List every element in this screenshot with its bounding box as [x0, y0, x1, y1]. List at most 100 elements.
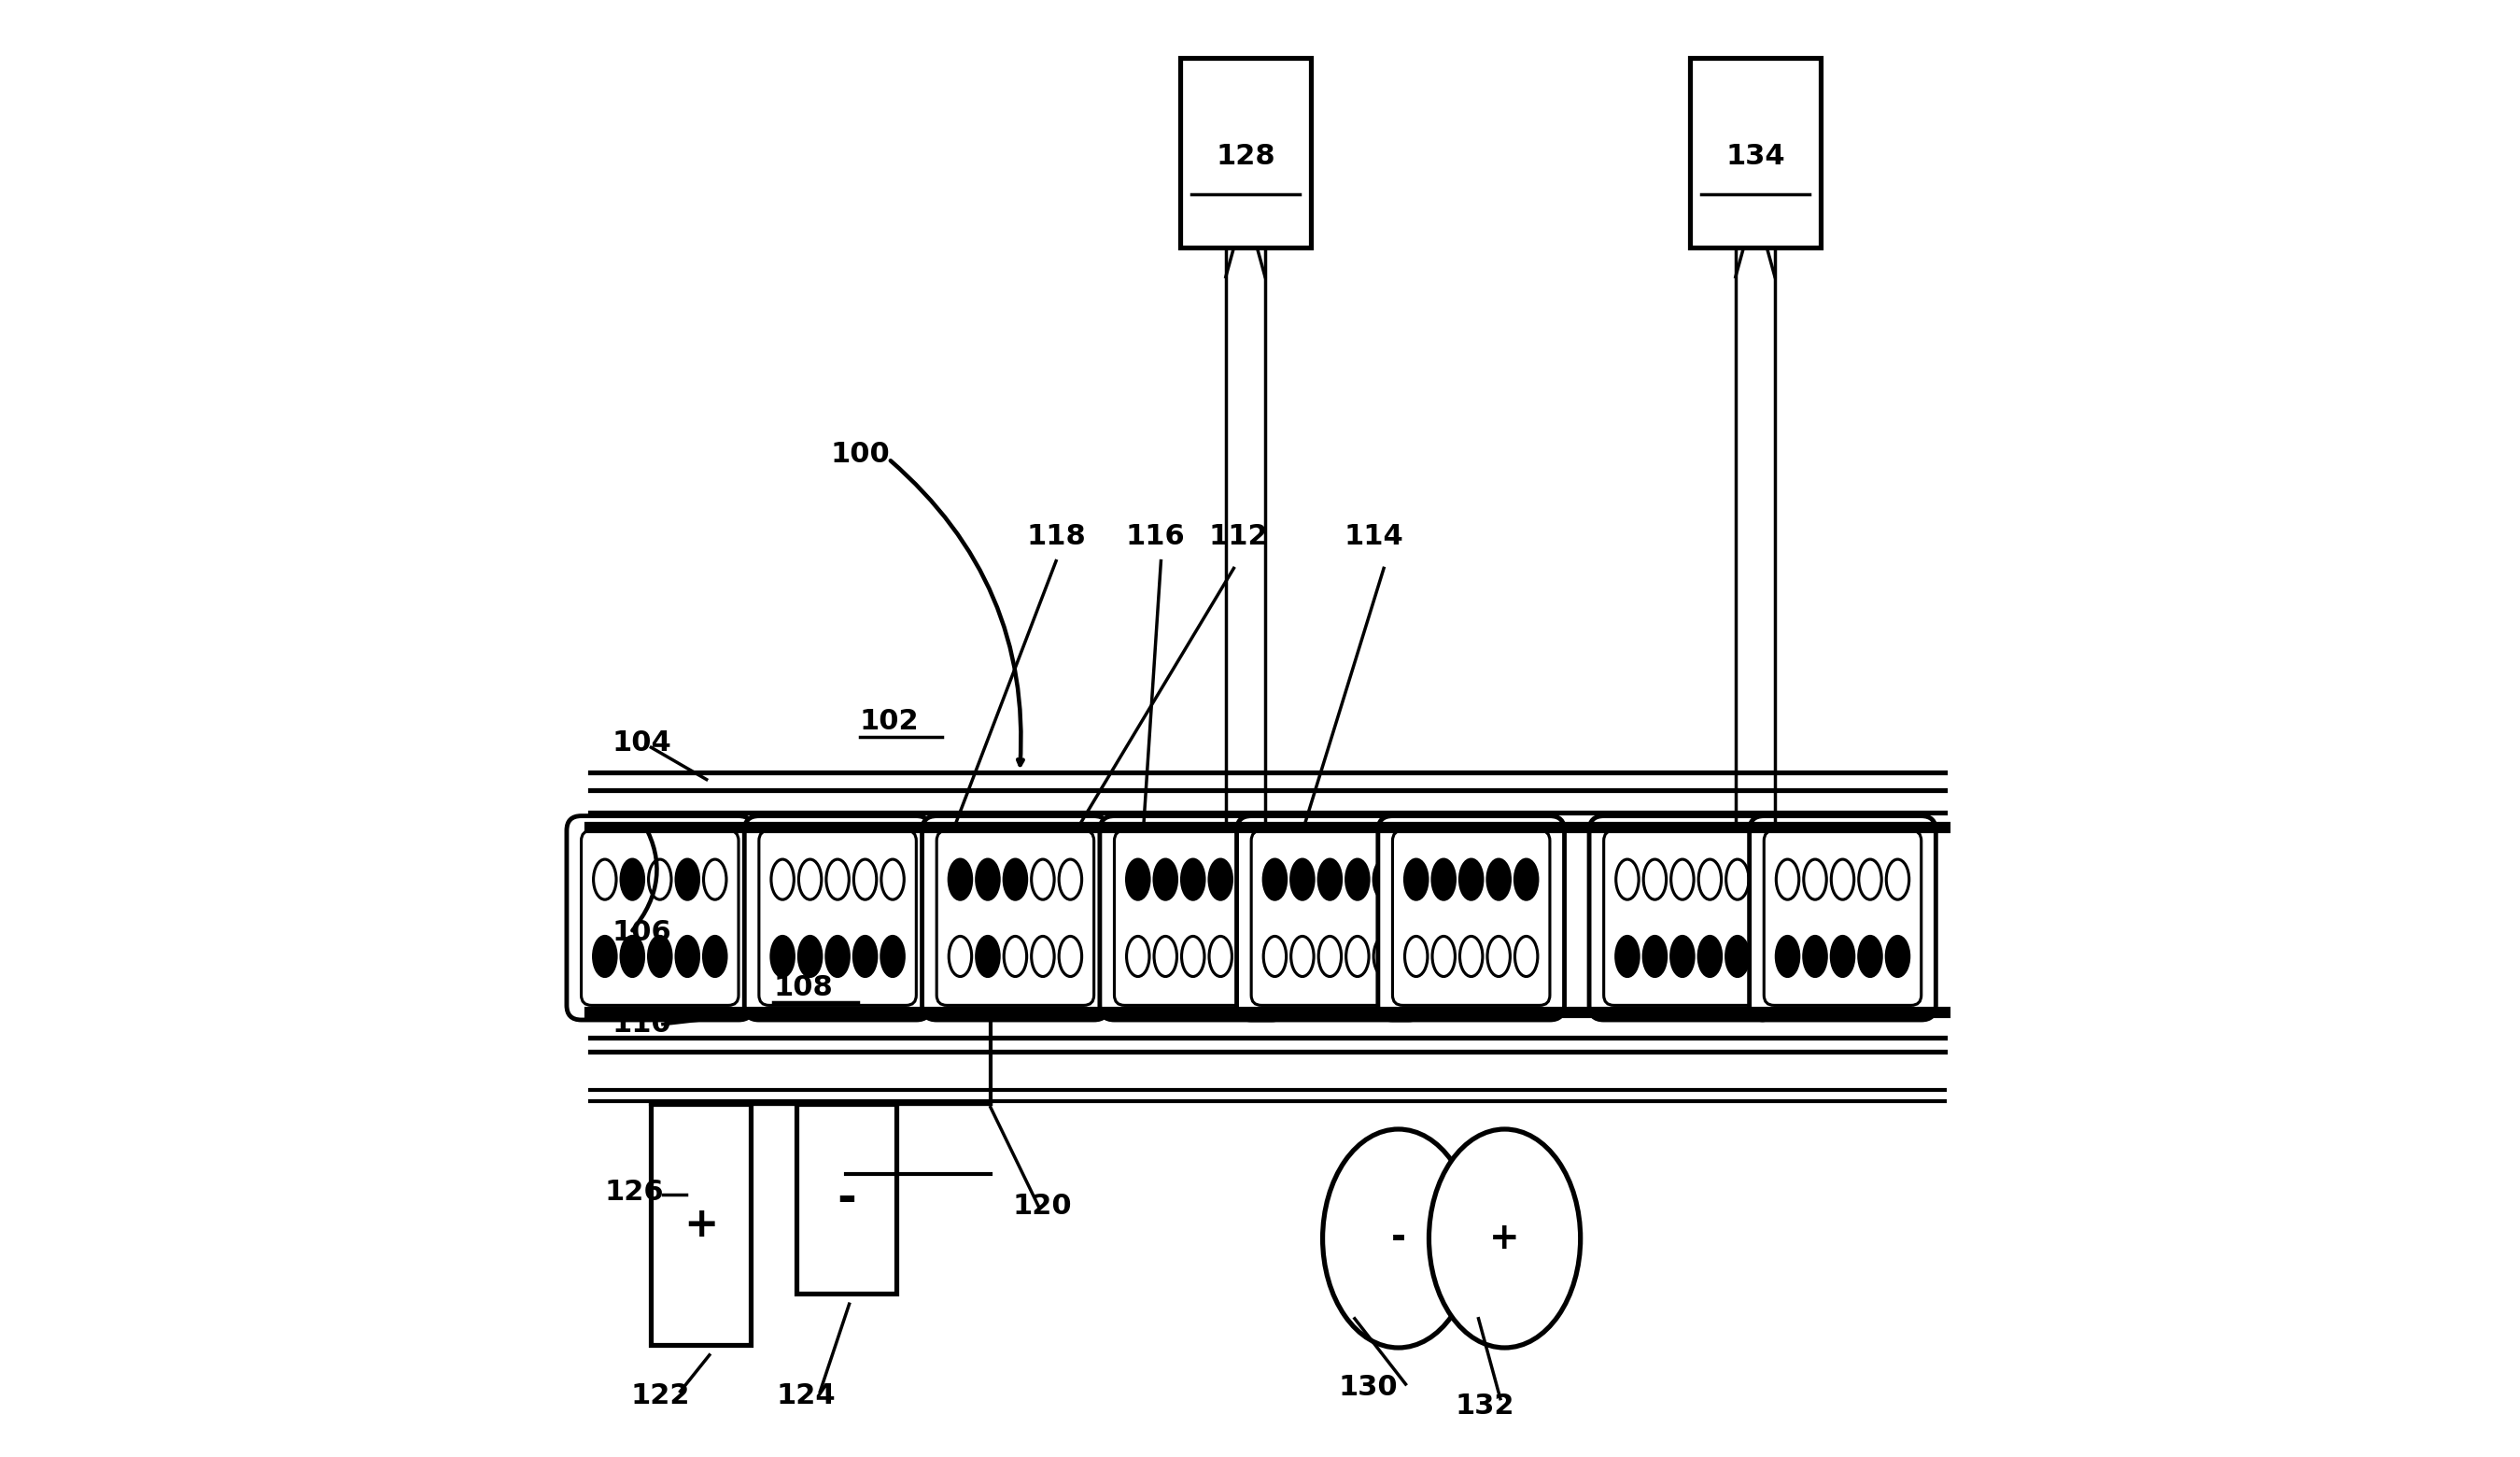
- Ellipse shape: [1031, 937, 1053, 976]
- Text: 100: 100: [829, 441, 890, 468]
- Ellipse shape: [592, 860, 617, 899]
- FancyBboxPatch shape: [743, 816, 930, 1020]
- Text: 102: 102: [859, 708, 920, 734]
- Ellipse shape: [1887, 937, 1910, 976]
- Ellipse shape: [1126, 860, 1149, 899]
- Ellipse shape: [1515, 860, 1537, 899]
- Text: 120: 120: [1013, 1193, 1071, 1220]
- Ellipse shape: [1643, 860, 1666, 899]
- FancyBboxPatch shape: [1590, 816, 1777, 1020]
- Ellipse shape: [771, 860, 794, 899]
- Ellipse shape: [1237, 860, 1260, 899]
- Ellipse shape: [1031, 860, 1053, 899]
- Ellipse shape: [1459, 860, 1482, 899]
- Ellipse shape: [799, 860, 822, 899]
- Ellipse shape: [1487, 860, 1509, 899]
- Ellipse shape: [1373, 937, 1396, 976]
- Ellipse shape: [1804, 937, 1827, 976]
- Text: 110: 110: [612, 1011, 670, 1037]
- Text: 114: 114: [1346, 523, 1404, 549]
- Ellipse shape: [1182, 937, 1205, 976]
- Ellipse shape: [1487, 937, 1509, 976]
- Ellipse shape: [620, 937, 643, 976]
- Ellipse shape: [1671, 860, 1693, 899]
- Text: +: +: [1489, 1221, 1520, 1256]
- Ellipse shape: [620, 860, 643, 899]
- Ellipse shape: [648, 937, 670, 976]
- Ellipse shape: [1860, 937, 1882, 976]
- Ellipse shape: [1126, 937, 1149, 976]
- Ellipse shape: [950, 937, 973, 976]
- Text: 132: 132: [1454, 1393, 1515, 1419]
- Ellipse shape: [771, 937, 794, 976]
- Ellipse shape: [1210, 937, 1232, 976]
- Bar: [796, 1104, 897, 1294]
- Ellipse shape: [1058, 860, 1081, 899]
- Ellipse shape: [1726, 937, 1749, 976]
- Ellipse shape: [1154, 937, 1177, 976]
- Text: +: +: [683, 1205, 718, 1244]
- Ellipse shape: [1832, 860, 1855, 899]
- Ellipse shape: [1777, 860, 1799, 899]
- Ellipse shape: [1860, 860, 1882, 899]
- Text: 126: 126: [605, 1179, 663, 1205]
- Ellipse shape: [1290, 860, 1313, 899]
- Ellipse shape: [1058, 937, 1081, 976]
- Ellipse shape: [827, 937, 849, 976]
- Ellipse shape: [799, 937, 822, 976]
- Ellipse shape: [1003, 860, 1026, 899]
- Text: 128: 128: [1215, 143, 1275, 170]
- Ellipse shape: [1777, 937, 1799, 976]
- FancyBboxPatch shape: [922, 816, 1109, 1020]
- Text: 122: 122: [630, 1383, 690, 1409]
- Ellipse shape: [1182, 860, 1205, 899]
- Ellipse shape: [1459, 937, 1482, 976]
- Ellipse shape: [1429, 1129, 1580, 1348]
- Ellipse shape: [1290, 937, 1313, 976]
- Text: -: -: [1391, 1221, 1406, 1256]
- Ellipse shape: [1323, 1129, 1474, 1348]
- Ellipse shape: [950, 860, 973, 899]
- FancyBboxPatch shape: [1749, 816, 1935, 1020]
- Ellipse shape: [854, 937, 877, 976]
- Ellipse shape: [703, 860, 726, 899]
- Ellipse shape: [1404, 937, 1426, 976]
- Ellipse shape: [882, 860, 905, 899]
- FancyBboxPatch shape: [567, 816, 753, 1020]
- Ellipse shape: [1373, 860, 1396, 899]
- Ellipse shape: [1615, 860, 1638, 899]
- Ellipse shape: [1804, 860, 1827, 899]
- Ellipse shape: [975, 860, 998, 899]
- Bar: [1691, 58, 1822, 248]
- Ellipse shape: [1318, 860, 1341, 899]
- Text: 104: 104: [612, 730, 670, 756]
- Ellipse shape: [1431, 937, 1454, 976]
- Ellipse shape: [1698, 860, 1721, 899]
- Ellipse shape: [1263, 937, 1285, 976]
- Ellipse shape: [1404, 860, 1426, 899]
- Ellipse shape: [1210, 860, 1232, 899]
- Ellipse shape: [648, 860, 670, 899]
- FancyBboxPatch shape: [1378, 816, 1565, 1020]
- Ellipse shape: [1346, 860, 1368, 899]
- Text: -: -: [837, 1177, 857, 1221]
- Bar: [1179, 58, 1310, 248]
- Text: 124: 124: [776, 1383, 837, 1409]
- Ellipse shape: [1615, 937, 1638, 976]
- Ellipse shape: [1237, 937, 1260, 976]
- FancyBboxPatch shape: [1099, 816, 1285, 1020]
- Ellipse shape: [1726, 860, 1749, 899]
- Text: 118: 118: [1028, 523, 1086, 549]
- Ellipse shape: [1431, 860, 1454, 899]
- Ellipse shape: [1698, 937, 1721, 976]
- Ellipse shape: [854, 860, 877, 899]
- Ellipse shape: [675, 937, 698, 976]
- Ellipse shape: [703, 937, 726, 976]
- Ellipse shape: [1263, 860, 1285, 899]
- Ellipse shape: [1887, 860, 1910, 899]
- Text: 116: 116: [1126, 523, 1184, 549]
- Ellipse shape: [882, 937, 905, 976]
- Ellipse shape: [827, 860, 849, 899]
- Text: 108: 108: [774, 975, 834, 1001]
- Ellipse shape: [1346, 937, 1368, 976]
